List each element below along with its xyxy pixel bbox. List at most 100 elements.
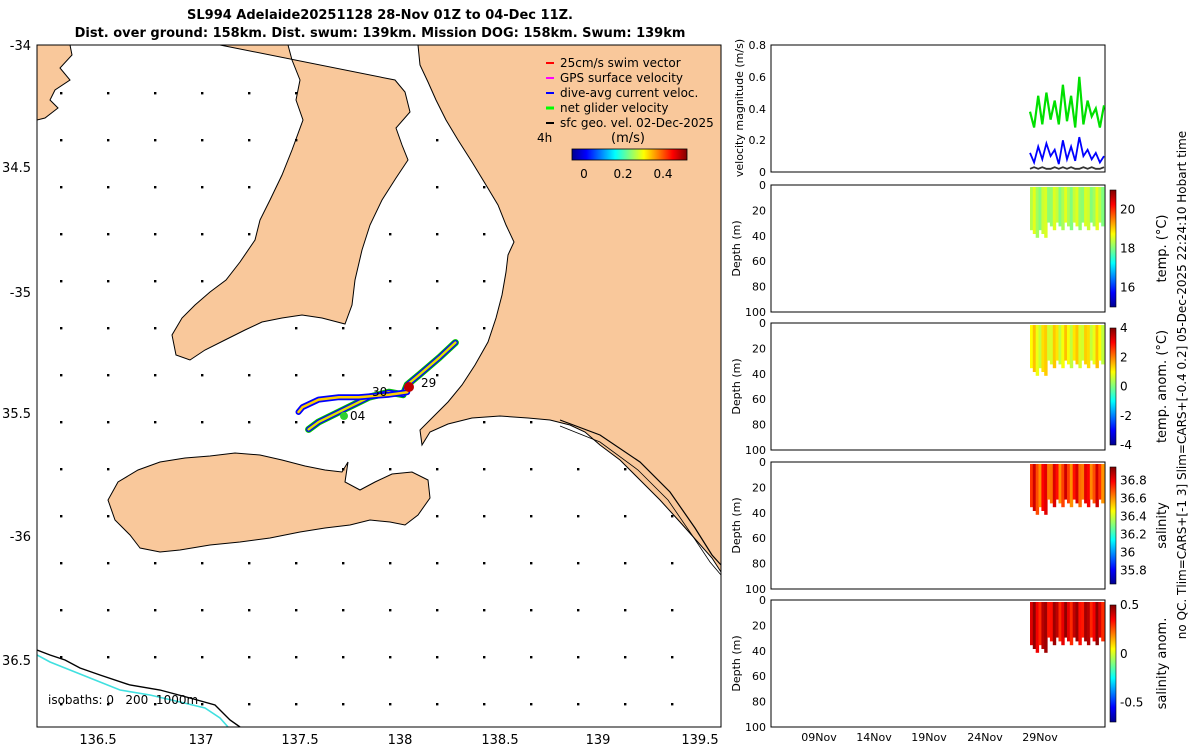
depth-profile-column [1084, 602, 1088, 642]
sfc-geo-dot [295, 656, 298, 659]
sfc-geo-dot [60, 139, 63, 142]
sfc-geo-dot [342, 327, 345, 330]
depth-profile-column [1078, 187, 1082, 231]
sfc-geo-dot [107, 468, 110, 471]
depth-profile-column [1044, 187, 1048, 238]
sfc-geo-dot [624, 468, 627, 471]
sfc-geo-dot [154, 327, 157, 330]
day-label-29: 29 [421, 376, 436, 390]
map-xtick: 137.5 [281, 733, 318, 748]
depth-profile-column [1035, 325, 1040, 376]
depth-ytick: 0 [759, 317, 766, 330]
sfc-geo-dot [295, 92, 298, 95]
depth-profile-column [1038, 464, 1042, 508]
depth-ytick: 40 [752, 645, 766, 658]
sfc-geo-dot [530, 609, 533, 612]
qc-side-label: no QC. Tlim=CARS+[-1 3] Slim=CARS+[-0.4 … [1175, 131, 1189, 639]
depth-profile-column [1098, 602, 1102, 638]
sfc-geo-dot [154, 562, 157, 565]
sfc-geo-dot [530, 515, 533, 518]
sfc-geo-dot [530, 703, 533, 706]
colorbar-tick: 2 [1120, 350, 1128, 364]
sfc-geo-dot [530, 468, 533, 471]
depth-ylabel: Depth (m) [730, 635, 743, 691]
map-xtick: 136.5 [79, 733, 116, 748]
sfc-geo-dot [436, 139, 439, 142]
colorbar-tick: 36.2 [1120, 528, 1147, 542]
depth-profile-column [1075, 602, 1079, 642]
depth-profile-column [1049, 325, 1054, 365]
sfc-geo-dot [154, 139, 157, 142]
depth-ylabel: Depth (m) [730, 497, 743, 553]
sfc-geo-dot [295, 139, 298, 142]
depth-ytick: 60 [752, 255, 766, 268]
sfc-geo-dot [60, 421, 63, 424]
depth-profile-column [1075, 325, 1079, 365]
coastline-south-east [559, 419, 721, 566]
sfc-geo-dot [107, 703, 110, 706]
depth-profile-column [1069, 187, 1074, 231]
sfc-geo-dot [107, 562, 110, 565]
depth-profile-column [1078, 464, 1082, 508]
sfc-geo-dot [107, 233, 110, 236]
sfc-geo-dot [342, 703, 345, 706]
sfc-geo-dot [671, 703, 674, 706]
map-xtick: 138 [388, 733, 413, 748]
sfc-geo-dot [389, 609, 392, 612]
colorbar-tick: -4 [1120, 438, 1132, 452]
depth-ytick: 0 [759, 594, 766, 607]
legend-net-glider-velocity: net glider velocity [560, 101, 668, 115]
sfc-geo-dot [201, 374, 204, 377]
sfc-geo-dot [154, 656, 157, 659]
depth-colorbar [1109, 327, 1117, 446]
time-xtick: 09Nov [801, 731, 837, 744]
depth-ytick: 100 [745, 306, 766, 319]
map-ytick: -36 [10, 530, 31, 545]
depth-profile-column [1055, 187, 1059, 223]
sfc-geo-dot [60, 233, 63, 236]
map-ytick: -35 [10, 286, 31, 301]
depth-profile-column [1072, 325, 1077, 361]
time-xtick: 29Nov [1022, 731, 1058, 744]
track-start-marker [340, 412, 348, 420]
depth-profile-column [1098, 464, 1102, 500]
sfc-geo-dot [201, 656, 204, 659]
depth-panel-1: 0 20 40 60 80 100 Depth (m) 16 18 20 temp. (°C) [730, 179, 1170, 319]
depth-ytick: 0 [759, 179, 766, 192]
depth-profile-column [1049, 187, 1054, 227]
map-xtick: 137 [189, 733, 214, 748]
sfc-geo-dot [624, 515, 627, 518]
sfc-geo-dot [60, 374, 63, 377]
time-x-ticks: 09Nov 14Nov 19Nov 24Nov 29Nov [801, 731, 1058, 744]
sfc-geo-dot [201, 233, 204, 236]
sfc-geo-dot [295, 421, 298, 424]
sfc-geo-dot [624, 656, 627, 659]
depth-profile-column [1047, 325, 1051, 361]
day-label-30: 30 [372, 385, 387, 399]
depth-profile-column [1078, 602, 1082, 646]
sfc-geo-dot [671, 515, 674, 518]
depth-profile-column [1095, 602, 1099, 646]
sfc-geo-dot [154, 421, 157, 424]
colorbar-tick: 0.4 [653, 167, 672, 181]
sfc-geo-dot [530, 421, 533, 424]
colorbar-tick: 36.4 [1120, 510, 1147, 524]
depth-profile-column [1038, 602, 1042, 646]
depth-profile-column [1052, 464, 1057, 508]
sfc-geo-dot [436, 280, 439, 283]
sfc-geo-dot [248, 609, 251, 612]
land-mainland-east [417, 45, 721, 573]
sfc-geo-dot [342, 609, 345, 612]
sfc-geo-dot [201, 280, 204, 283]
depth-profile-column [1081, 187, 1085, 223]
sfc-geo-dot [60, 703, 63, 706]
map-colorbar [571, 148, 688, 161]
depth-ytick: 80 [752, 419, 766, 432]
colorbar-title: (m/s) [611, 131, 645, 146]
colorbar-tick: 35.8 [1120, 564, 1147, 578]
colorbar-tick: 36 [1120, 546, 1135, 560]
sfc-geo-dot [60, 92, 63, 95]
depth-profile-column [1035, 464, 1040, 515]
sfc-geo-dot [60, 186, 63, 189]
